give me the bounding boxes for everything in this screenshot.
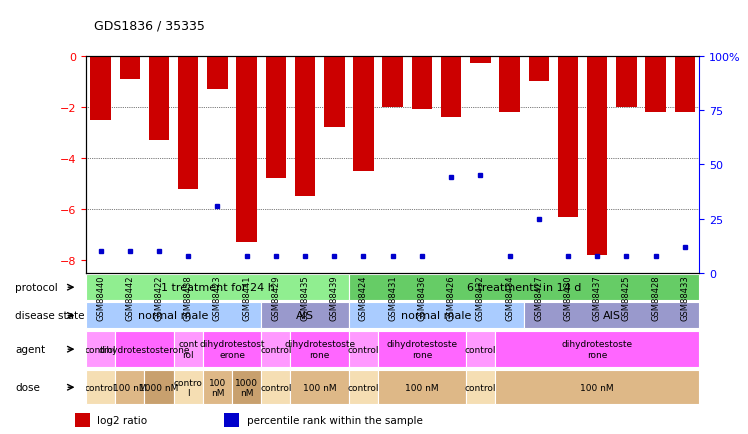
Text: protocol: protocol [16,283,58,293]
Bar [203,332,261,367]
Bar [295,56,316,197]
Text: 6 treatments in 14 d: 6 treatments in 14 d [467,283,581,293]
Text: control: control [260,345,292,354]
Bar [207,56,227,89]
Bar [529,56,549,82]
Bar [353,56,374,171]
Text: control: control [465,383,496,392]
Text: AIS: AIS [296,311,314,321]
Text: normal male: normal male [138,311,209,321]
Text: dihydrotestosterone: dihydrotestosterone [99,345,190,354]
Text: control: control [465,345,496,354]
Bar [86,303,261,329]
Bar [261,303,349,329]
Text: dihydrotestoste
rone: dihydrotestoste rone [284,340,355,359]
Text: 100 nM: 100 nM [405,383,439,392]
Text: normal male: normal male [402,311,472,321]
Text: control: control [85,345,117,354]
Text: dihydrotestoste
rone: dihydrotestoste rone [562,340,633,359]
Bar [174,332,203,367]
Bar [86,332,115,367]
Bar [178,56,198,189]
Bar [382,56,403,108]
Bar [349,370,378,404]
Bar [441,56,462,118]
Bar [232,370,261,404]
Bar [616,56,637,108]
Text: dose: dose [16,382,40,392]
Bar [86,275,349,300]
Text: 100 nM: 100 nM [303,383,337,392]
Bar [466,332,495,367]
Bar [324,56,345,128]
Text: disease state: disease state [16,311,85,321]
Bar [174,370,203,404]
Text: agent: agent [16,345,46,354]
Bar [91,56,111,120]
Bar [115,332,174,367]
Bar [120,56,140,79]
Bar [349,303,524,329]
Text: contro
l: contro l [174,378,203,397]
Text: control: control [85,383,117,392]
Bar [587,56,607,256]
Bar [524,303,699,329]
Bar [495,370,699,404]
Bar [558,56,578,217]
Bar [236,56,257,243]
Bar [500,56,520,112]
Text: dihydrotestoste
rone: dihydrotestoste rone [387,340,458,359]
Bar [378,332,466,367]
Text: control: control [348,345,379,354]
Bar [349,275,699,300]
Text: 100 nM: 100 nM [580,383,614,392]
Text: AIS: AIS [603,311,621,321]
Bar [675,56,695,112]
Text: 1000
nM: 1000 nM [235,378,258,397]
Text: control: control [348,383,379,392]
Bar [470,56,491,64]
Bar [411,56,432,110]
Bar [115,370,144,404]
Bar [646,56,666,112]
Bar [261,332,290,367]
Bar [261,370,290,404]
Text: 1000 nM: 1000 nM [139,383,179,392]
Text: dihydrotestost
erone: dihydrotestost erone [199,340,265,359]
Bar [290,332,349,367]
Text: GDS1836 / 35335: GDS1836 / 35335 [94,20,204,33]
Bar [349,332,378,367]
Bar [203,370,232,404]
Bar [144,370,174,404]
Text: 1 treatment for 24 h: 1 treatment for 24 h [161,283,275,293]
Bar [266,56,286,179]
Text: percentile rank within the sample: percentile rank within the sample [247,415,423,425]
Bar [290,370,349,404]
Bar [495,332,699,367]
Text: log2 ratio: log2 ratio [97,415,147,425]
Text: 100
nM: 100 nM [209,378,226,397]
Bar [86,370,115,404]
Text: cont
rol: cont rol [178,340,198,359]
Bar [466,370,495,404]
Text: control: control [260,383,292,392]
Bar [75,413,90,427]
Bar [149,56,169,141]
Bar [224,413,239,427]
Bar [378,370,466,404]
Text: 100 nM: 100 nM [113,383,147,392]
